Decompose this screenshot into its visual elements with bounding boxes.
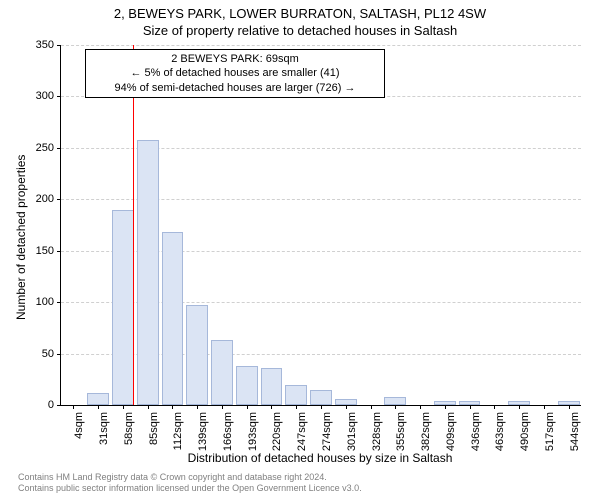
y-tick-mark xyxy=(57,96,61,97)
x-tick-mark xyxy=(569,405,570,409)
y-tick-label: 150 xyxy=(0,245,54,257)
histogram-bar xyxy=(162,232,184,405)
y-tick-mark xyxy=(57,148,61,149)
y-tick-mark xyxy=(57,405,61,406)
x-tick-mark xyxy=(494,405,495,409)
histogram-bar xyxy=(261,368,283,405)
x-tick-mark xyxy=(445,405,446,409)
title-address: 2, BEWEYS PARK, LOWER BURRATON, SALTASH,… xyxy=(0,6,600,21)
histogram-bar xyxy=(211,340,233,405)
x-tick-mark xyxy=(519,405,520,409)
x-tick-mark xyxy=(73,405,74,409)
y-tick-mark xyxy=(57,354,61,355)
title-subtitle: Size of property relative to detached ho… xyxy=(0,23,600,38)
histogram-bar xyxy=(112,210,134,405)
annotation-box: 2 BEWEYS PARK: 69sqm← 5% of detached hou… xyxy=(85,49,385,98)
x-tick-mark xyxy=(247,405,248,409)
histogram-bar xyxy=(236,366,258,405)
reference-line xyxy=(133,45,134,405)
x-tick-mark xyxy=(271,405,272,409)
x-tick-mark xyxy=(197,405,198,409)
x-tick-mark xyxy=(98,405,99,409)
x-tick-mark xyxy=(544,405,545,409)
annotation-line-3: 94% of semi-detached houses are larger (… xyxy=(92,81,378,95)
histogram-bar xyxy=(186,305,208,405)
x-tick-mark xyxy=(346,405,347,409)
credits-line-2: Contains public sector information licen… xyxy=(18,483,362,494)
y-tick-mark xyxy=(57,45,61,46)
y-tick-label: 200 xyxy=(0,193,54,205)
y-tick-label: 100 xyxy=(0,296,54,308)
y-tick-label: 250 xyxy=(0,142,54,154)
annotation-line-1: 2 BEWEYS PARK: 69sqm xyxy=(92,52,378,66)
y-tick-label: 350 xyxy=(0,39,54,51)
x-tick-mark xyxy=(321,405,322,409)
x-tick-mark xyxy=(172,405,173,409)
x-tick-mark xyxy=(371,405,372,409)
y-tick-mark xyxy=(57,302,61,303)
y-tick-mark xyxy=(57,199,61,200)
credits-line-1: Contains HM Land Registry data © Crown c… xyxy=(18,472,362,483)
x-tick-mark xyxy=(470,405,471,409)
y-tick-mark xyxy=(57,251,61,252)
histogram-bar xyxy=(137,140,159,405)
x-tick-mark xyxy=(123,405,124,409)
x-axis-label: Distribution of detached houses by size … xyxy=(60,451,580,465)
gridline-horizontal xyxy=(61,45,581,46)
annotation-line-2: ← 5% of detached houses are smaller (41) xyxy=(92,66,378,80)
x-tick-mark xyxy=(420,405,421,409)
x-tick-mark xyxy=(222,405,223,409)
y-tick-label: 300 xyxy=(0,90,54,102)
y-tick-label: 0 xyxy=(0,399,54,411)
y-tick-label: 50 xyxy=(0,348,54,360)
histogram-bar xyxy=(384,397,406,405)
x-tick-mark xyxy=(148,405,149,409)
histogram-bar xyxy=(285,385,307,405)
credits-text: Contains HM Land Registry data © Crown c… xyxy=(18,472,362,495)
chart-plot-area: 4sqm31sqm58sqm85sqm112sqm139sqm166sqm193… xyxy=(60,45,581,406)
x-tick-mark xyxy=(395,405,396,409)
histogram-bar xyxy=(310,390,332,405)
histogram-bar xyxy=(87,393,109,405)
x-tick-mark xyxy=(296,405,297,409)
